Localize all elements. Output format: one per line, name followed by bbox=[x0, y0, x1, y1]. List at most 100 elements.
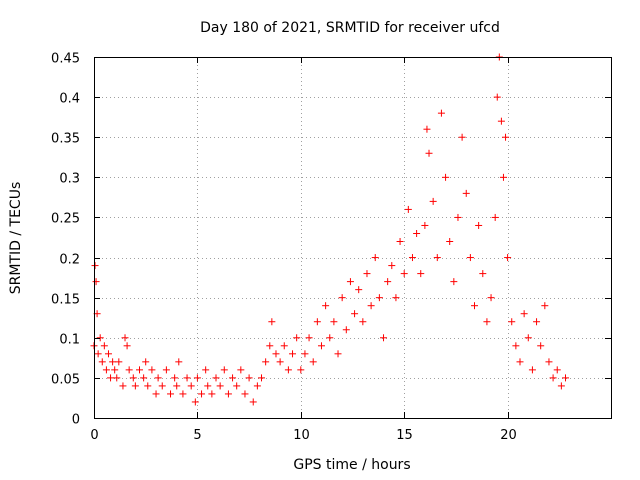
data-point bbox=[384, 278, 392, 286]
data-point bbox=[212, 374, 220, 382]
data-point bbox=[528, 366, 536, 374]
data-point bbox=[326, 334, 334, 342]
data-point bbox=[162, 366, 170, 374]
data-point bbox=[334, 350, 342, 358]
data-point bbox=[322, 302, 330, 310]
data-point bbox=[237, 366, 245, 374]
data-point bbox=[297, 366, 305, 374]
data-point bbox=[289, 350, 297, 358]
tick-labels: 0 5 10 15 20 0 0.05 0.1 0.15 0.2 0.25 0.3 0.35 0.4 0.4… bbox=[51, 52, 517, 444]
data-point bbox=[537, 342, 545, 350]
data-point bbox=[454, 213, 462, 221]
data-point bbox=[355, 286, 363, 294]
data-point bbox=[545, 358, 553, 366]
data-point bbox=[491, 213, 499, 221]
data-point bbox=[437, 109, 445, 117]
data-point bbox=[94, 350, 102, 358]
data-point bbox=[208, 390, 216, 398]
data-point bbox=[417, 270, 425, 278]
data-point bbox=[446, 238, 454, 246]
data-point bbox=[175, 358, 183, 366]
data-point bbox=[183, 374, 191, 382]
data-point bbox=[111, 366, 119, 374]
data-point bbox=[421, 221, 429, 229]
data-point bbox=[229, 374, 237, 382]
data-point bbox=[135, 366, 143, 374]
data-point bbox=[91, 262, 99, 270]
data-point bbox=[204, 382, 212, 390]
data-point bbox=[129, 374, 137, 382]
data-point bbox=[487, 294, 495, 302]
data-point bbox=[224, 390, 232, 398]
data-point bbox=[375, 294, 383, 302]
data-point bbox=[104, 350, 112, 358]
data-point bbox=[466, 254, 474, 262]
x-axis-label: GPS time / hours bbox=[293, 457, 410, 473]
data-point bbox=[96, 334, 104, 342]
data-point bbox=[392, 294, 400, 302]
data-point bbox=[388, 262, 396, 270]
data-point bbox=[154, 374, 162, 382]
x-tick-label: 10 bbox=[293, 428, 310, 443]
y-tick-label: 0.15 bbox=[51, 293, 80, 308]
y-tick-label: 0.25 bbox=[51, 212, 80, 227]
data-point bbox=[179, 390, 187, 398]
data-point bbox=[216, 382, 224, 390]
y-tick-label: 0.4 bbox=[59, 92, 80, 107]
data-point bbox=[301, 350, 309, 358]
data-point bbox=[121, 334, 129, 342]
data-point bbox=[109, 358, 117, 366]
data-point bbox=[433, 254, 441, 262]
data-point bbox=[262, 358, 270, 366]
data-point bbox=[562, 374, 570, 382]
data-point bbox=[171, 374, 179, 382]
y-tick-label: 0.35 bbox=[51, 132, 80, 147]
data-point bbox=[191, 398, 199, 406]
data-point bbox=[142, 358, 150, 366]
data-point bbox=[144, 382, 152, 390]
x-tick-label: 15 bbox=[396, 428, 413, 443]
data-point bbox=[553, 366, 561, 374]
data-point bbox=[98, 358, 106, 366]
data-point bbox=[305, 334, 313, 342]
data-point bbox=[293, 334, 301, 342]
data-point bbox=[115, 358, 123, 366]
data-point bbox=[241, 390, 249, 398]
data-point bbox=[462, 189, 470, 197]
data-point bbox=[557, 382, 565, 390]
data-point bbox=[516, 358, 524, 366]
data-point bbox=[330, 318, 338, 326]
data-point bbox=[508, 318, 516, 326]
data-point bbox=[272, 350, 280, 358]
data-point bbox=[268, 318, 276, 326]
data-point bbox=[504, 254, 512, 262]
data-point bbox=[413, 229, 421, 237]
data-point bbox=[371, 254, 379, 262]
data-point bbox=[158, 382, 166, 390]
data-point bbox=[202, 366, 210, 374]
data-point bbox=[346, 278, 354, 286]
data-point bbox=[497, 117, 505, 125]
data-point bbox=[198, 390, 206, 398]
data-point bbox=[359, 318, 367, 326]
data-point bbox=[512, 342, 520, 350]
data-point bbox=[380, 334, 388, 342]
data-point bbox=[493, 93, 501, 101]
data-point bbox=[408, 254, 416, 262]
data-point bbox=[499, 173, 507, 181]
data-points bbox=[90, 53, 570, 406]
data-point bbox=[313, 318, 321, 326]
data-point bbox=[342, 326, 350, 334]
data-point bbox=[483, 318, 491, 326]
x-tick-label: 5 bbox=[193, 428, 201, 443]
data-point bbox=[423, 125, 431, 133]
data-point bbox=[266, 342, 274, 350]
data-point bbox=[284, 366, 292, 374]
data-point bbox=[429, 197, 437, 205]
data-point bbox=[258, 374, 266, 382]
data-point bbox=[541, 302, 549, 310]
data-point bbox=[524, 334, 532, 342]
grid-layer bbox=[94, 57, 611, 418]
data-point bbox=[367, 302, 375, 310]
